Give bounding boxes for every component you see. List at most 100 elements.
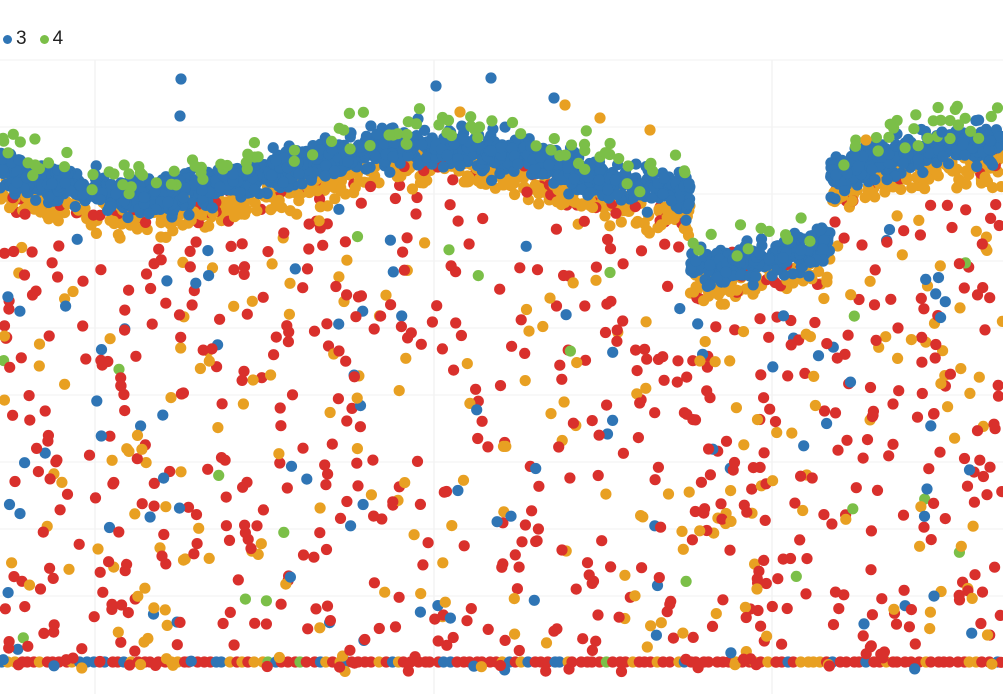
data-point — [213, 469, 225, 481]
data-point — [635, 509, 647, 522]
data-point — [11, 176, 23, 189]
data-point — [24, 414, 36, 426]
data-point — [0, 247, 11, 259]
data-point — [0, 654, 9, 666]
data-point — [324, 180, 337, 192]
data-point — [345, 520, 357, 532]
data-point — [90, 227, 102, 239]
legend-item-series-4[interactable]: 4 — [37, 28, 63, 50]
data-point — [611, 335, 623, 347]
data-point — [2, 587, 14, 599]
data-point — [359, 633, 371, 646]
data-point — [182, 501, 195, 513]
data-point — [818, 508, 830, 521]
data-point — [617, 315, 629, 327]
data-point — [411, 455, 424, 467]
data-point — [355, 141, 367, 153]
data-point — [46, 178, 58, 190]
data-point — [599, 210, 611, 222]
data-point — [284, 277, 296, 289]
data-point — [39, 405, 51, 417]
data-point — [763, 253, 775, 265]
data-point — [681, 371, 693, 383]
data-point — [844, 376, 857, 388]
data-point — [411, 191, 423, 204]
data-point — [531, 264, 544, 276]
data-point — [132, 590, 144, 602]
data-point — [61, 488, 74, 500]
data-point — [607, 414, 619, 426]
data-point — [162, 196, 174, 208]
data-point — [899, 142, 911, 154]
data-point — [698, 295, 710, 307]
data-point — [458, 540, 470, 552]
data-point — [146, 318, 158, 330]
data-point — [579, 300, 591, 312]
data-point — [23, 579, 36, 591]
data-point — [246, 295, 258, 307]
data-point — [4, 361, 16, 373]
data-point — [818, 405, 831, 417]
data-point — [282, 336, 294, 348]
data-point — [795, 470, 807, 482]
data-point — [680, 653, 692, 665]
data-point — [444, 199, 456, 211]
data-point — [596, 535, 608, 547]
data-point — [123, 445, 135, 457]
data-point — [915, 501, 927, 513]
data-point — [389, 192, 401, 205]
data-point — [95, 430, 107, 442]
data-point — [384, 166, 396, 178]
data-point — [526, 505, 538, 517]
data-point — [690, 281, 702, 293]
data-point — [715, 498, 727, 510]
data-point — [283, 308, 295, 320]
data-point — [398, 264, 410, 276]
data-point — [139, 582, 151, 594]
data-point — [320, 479, 332, 491]
data-point — [396, 310, 408, 322]
data-point — [123, 188, 135, 200]
data-point — [875, 648, 887, 660]
data-point — [281, 482, 293, 494]
data-point — [148, 477, 160, 489]
legend-item-series-3[interactable]: 3 — [0, 28, 27, 50]
data-point — [928, 408, 940, 420]
data-point — [635, 245, 648, 257]
data-point — [617, 447, 630, 459]
data-point — [534, 151, 547, 163]
data-point — [699, 336, 711, 348]
data-point — [113, 363, 125, 375]
data-point — [135, 420, 147, 432]
data-point — [73, 538, 85, 550]
data-point — [954, 302, 966, 314]
data-point — [472, 395, 484, 407]
data-point — [454, 160, 466, 172]
data-point — [738, 439, 750, 451]
data-point — [215, 158, 227, 170]
data-point — [852, 160, 865, 173]
data-point — [532, 523, 545, 535]
data-point — [183, 209, 195, 221]
data-point — [911, 411, 924, 423]
data-point — [923, 463, 935, 475]
data-point — [308, 551, 320, 563]
data-point — [334, 512, 347, 525]
data-point — [303, 243, 315, 255]
data-point — [971, 160, 983, 173]
data-point — [803, 270, 815, 282]
data-point — [699, 503, 711, 515]
data-point — [883, 224, 896, 236]
data-point — [465, 603, 477, 615]
data-point — [599, 147, 612, 159]
data-point — [19, 208, 31, 220]
data-point — [399, 477, 411, 489]
data-point — [222, 201, 234, 213]
data-point — [63, 563, 75, 575]
data-point — [472, 432, 484, 445]
data-point — [550, 223, 563, 235]
data-point — [604, 266, 616, 279]
data-point — [738, 499, 750, 511]
data-point — [39, 447, 51, 459]
data-point — [285, 460, 298, 472]
